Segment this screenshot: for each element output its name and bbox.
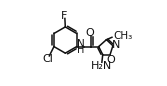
Text: H₂N: H₂N xyxy=(91,61,112,71)
Text: Cl: Cl xyxy=(43,54,54,64)
Text: N: N xyxy=(77,39,84,49)
Text: N: N xyxy=(112,40,121,50)
Text: O: O xyxy=(106,55,115,64)
Text: F: F xyxy=(61,10,68,20)
Text: O: O xyxy=(86,28,94,38)
Text: CH₃: CH₃ xyxy=(113,31,132,41)
Text: H: H xyxy=(77,45,84,55)
